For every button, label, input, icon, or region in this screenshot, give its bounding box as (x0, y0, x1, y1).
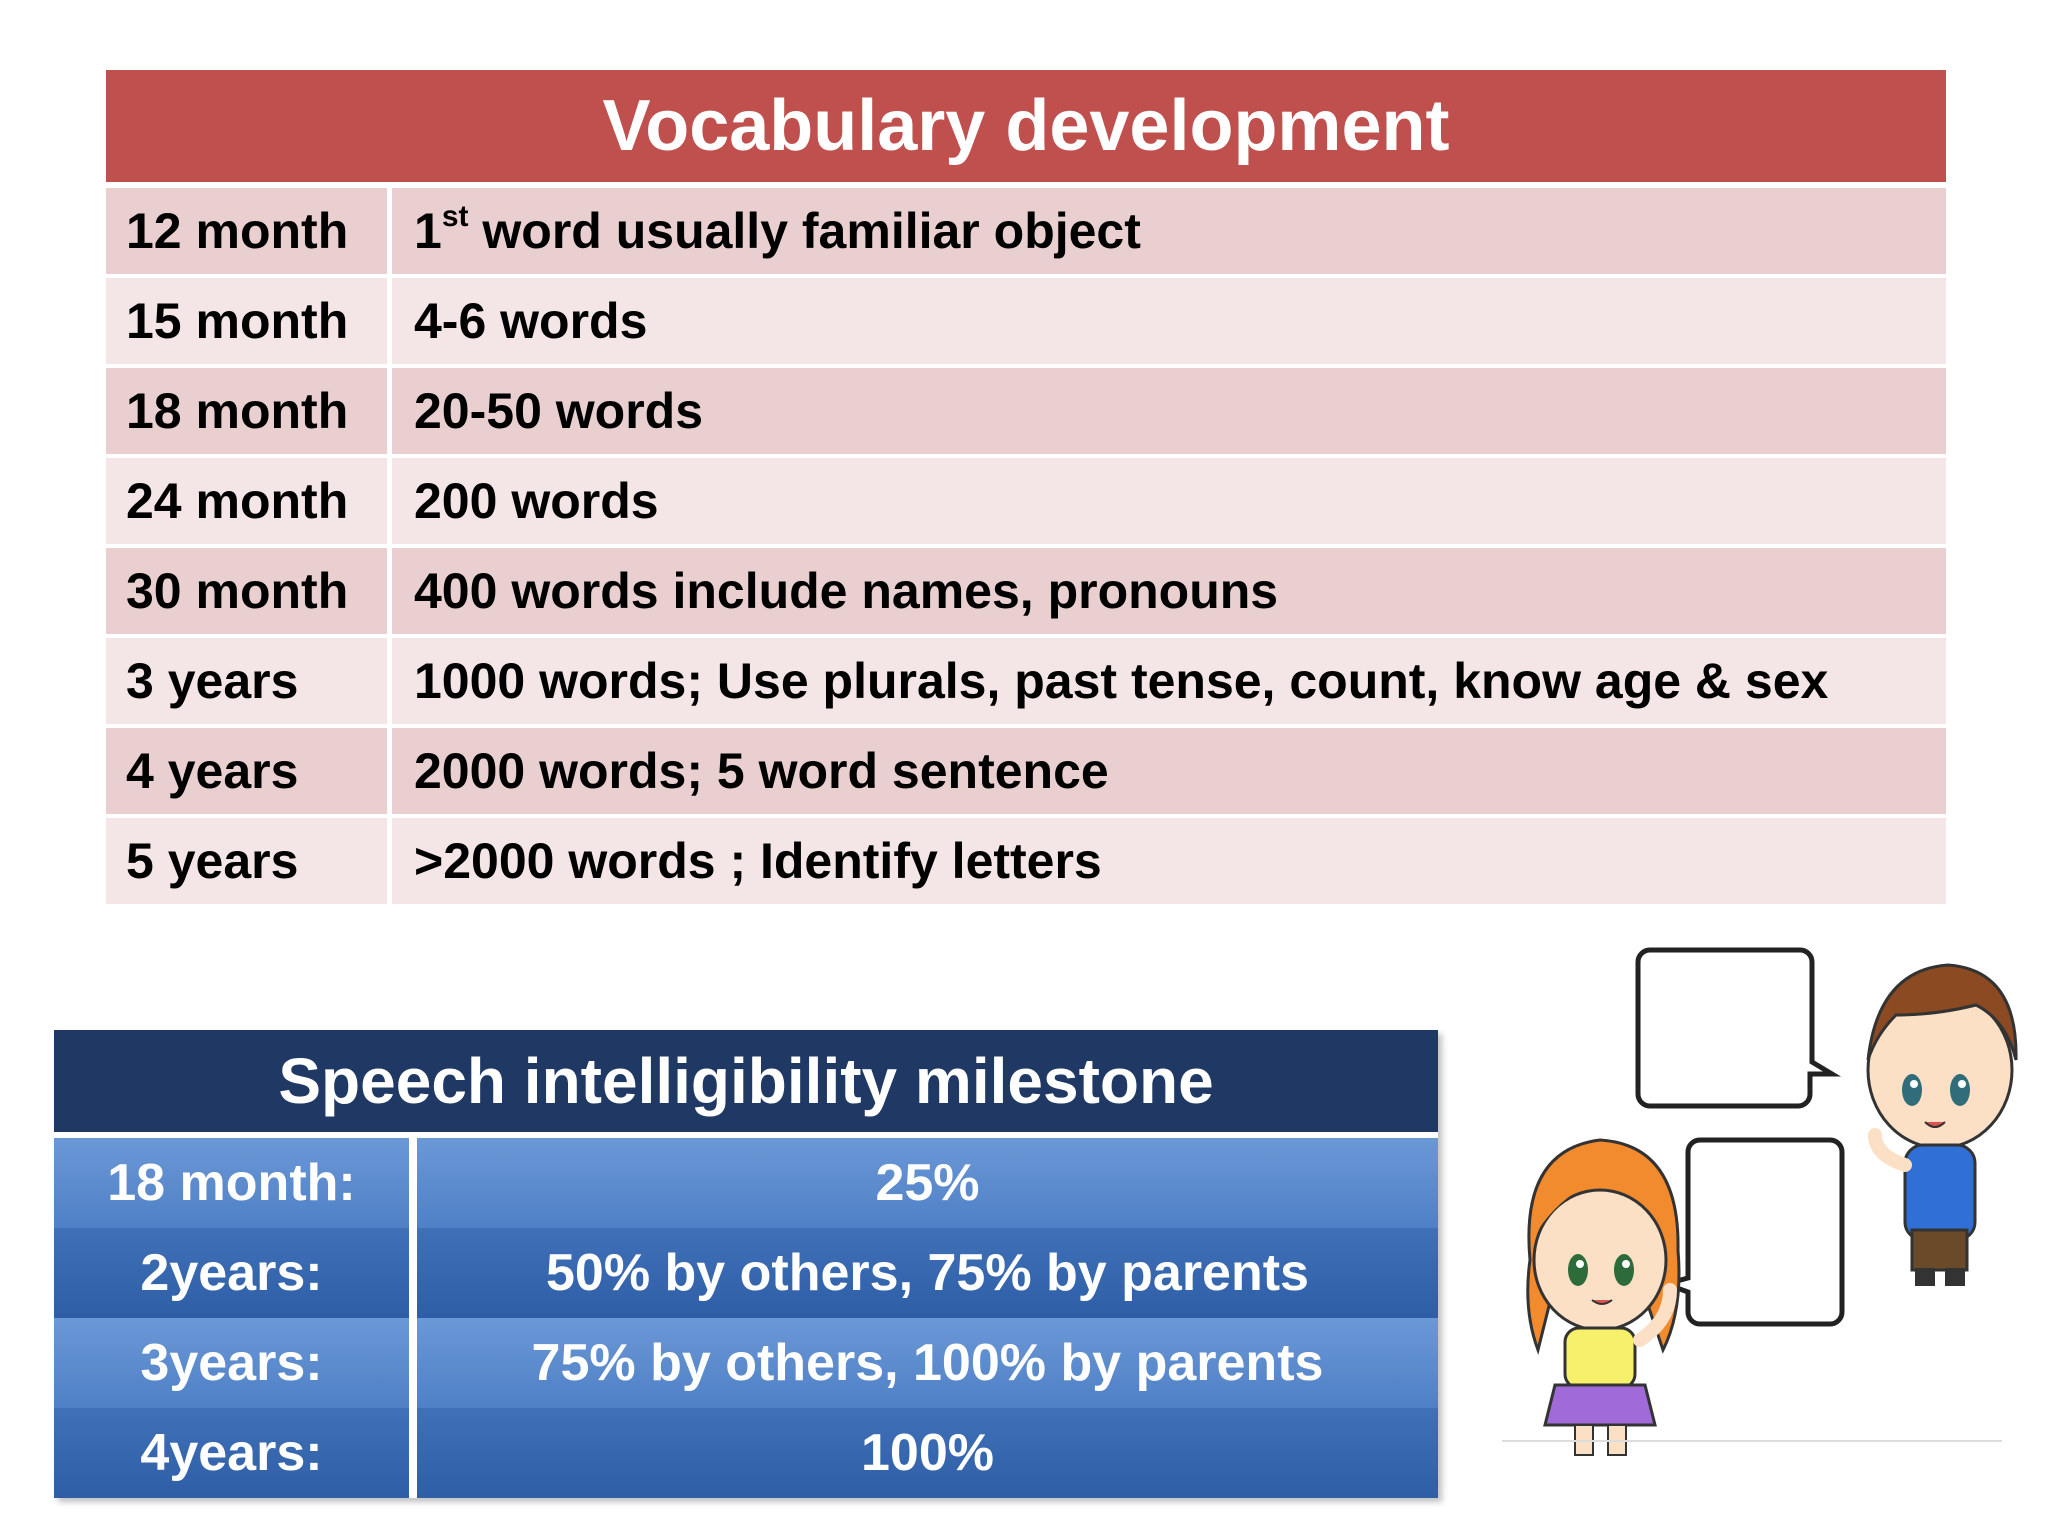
intelligibility-cell: 100% (861, 1424, 994, 1482)
age-cell: 18 month: (54, 1138, 417, 1228)
table-row: 4 years 2000 words; 5 word sentence (106, 728, 1946, 818)
age-cell: 24 month (106, 458, 392, 544)
milestone-text: word usually familiar object (468, 203, 1141, 259)
milestone-cell: >2000 words ; Identify letters (414, 833, 1102, 889)
age-cell: 18 month (106, 368, 392, 454)
intelligibility-cell: 50% by others, 75% by parents (546, 1244, 1309, 1302)
table-row: 18 month 20-50 words (106, 368, 1946, 458)
table-row: 2years: 50% by others, 75% by parents (54, 1228, 1438, 1318)
age-cell: 15 month (106, 278, 392, 364)
milestone-number: 1 (414, 203, 442, 259)
two-kids-talking-speech-bubbles-icon (1526, 947, 2018, 1456)
age-cell: 3 years (106, 638, 392, 724)
table-row: 3years: 75% by others, 100% by parents (54, 1318, 1438, 1408)
age-cell: 3years: (54, 1318, 417, 1408)
milestone-cell: 400 words include names, pronouns (414, 563, 1279, 619)
speech-intelligibility-table: Speech intelligibility milestone 18 mont… (54, 1030, 1438, 1498)
milestone-superscript: st (441, 200, 469, 233)
milestone-cell: 200 words (414, 473, 659, 529)
milestone-cell: 20-50 words (414, 383, 704, 439)
age-cell: 2years: (54, 1228, 417, 1318)
table-row: 4years: 100% (54, 1408, 1438, 1498)
table-row: 18 month: 25% (54, 1138, 1438, 1228)
age-cell: 4 years (106, 728, 392, 814)
intelligibility-cell: 25% (875, 1154, 980, 1212)
table-row: 30 month 400 words include names, pronou… (106, 548, 1946, 638)
age-cell: 12 month (106, 188, 392, 274)
milestone-cell: 1000 words; Use plurals, past tense, cou… (414, 653, 1829, 709)
table-row: 24 month 200 words (106, 458, 1946, 548)
age-cell: 30 month (106, 548, 392, 634)
table-row: 15 month 4-6 words (106, 278, 1946, 368)
vocabulary-table-title: Vocabulary development (106, 70, 1946, 188)
milestone-cell: 4-6 words (414, 293, 648, 349)
watermark-bar (1502, 1440, 2002, 1502)
age-cell: 5 years (106, 818, 392, 904)
milestone-cell: 2000 words; 5 word sentence (414, 743, 1109, 799)
age-cell: 4years: (54, 1408, 417, 1498)
table-row: 3 years 1000 words; Use plurals, past te… (106, 638, 1946, 728)
speech-table-title: Speech intelligibility milestone (54, 1030, 1438, 1138)
table-row: 5 years >2000 words ; Identify letters (106, 818, 1946, 908)
intelligibility-cell: 75% by others, 100% by parents (531, 1334, 1324, 1392)
